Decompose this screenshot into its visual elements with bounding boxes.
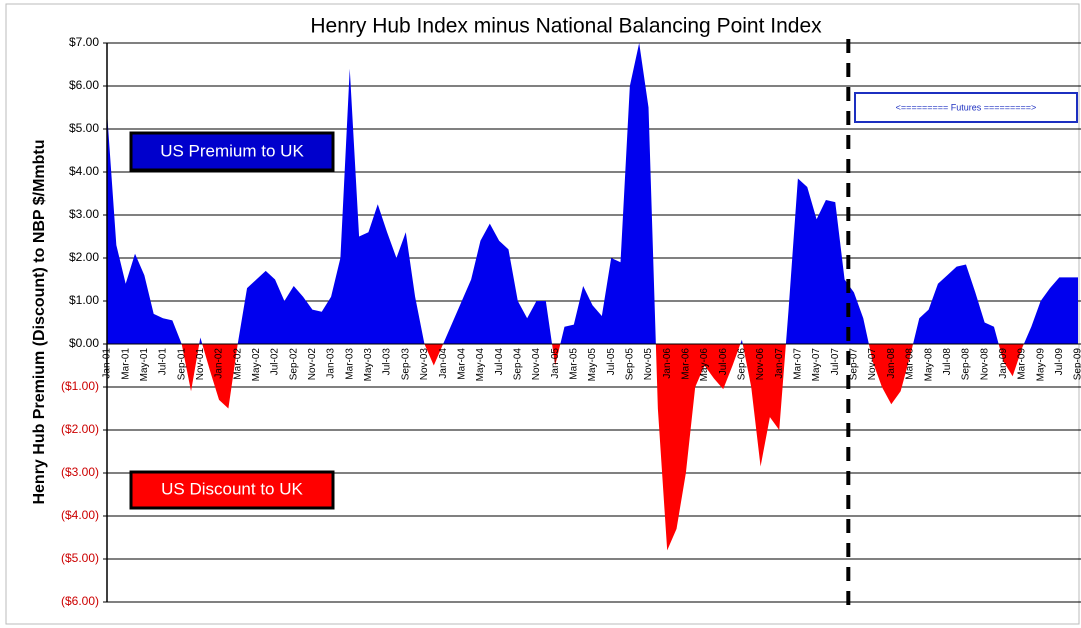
futures-annotation: <========= Futures =========> xyxy=(896,102,1037,112)
y-tick-label: $2.00 xyxy=(69,250,99,264)
x-tick-label: Sep-07 xyxy=(849,348,860,381)
y-tick-label: ($3.00) xyxy=(61,465,99,479)
x-tick-label: May-01 xyxy=(139,348,150,382)
y-tick-label: ($5.00) xyxy=(61,551,99,565)
x-tick-label: Jul-01 xyxy=(158,348,169,376)
x-tick-label: Nov-07 xyxy=(867,348,878,381)
y-tick-label: ($4.00) xyxy=(61,508,99,522)
x-tick-label: Nov-05 xyxy=(643,348,654,381)
x-tick-label: Jan-07 xyxy=(774,348,785,379)
x-tick-label: Mar-02 xyxy=(232,348,243,380)
x-tick-label: Sep-01 xyxy=(176,348,187,381)
x-tick-label: Sep-04 xyxy=(512,348,523,381)
y-tick-label: ($6.00) xyxy=(61,594,99,608)
y-tick-label: $4.00 xyxy=(69,164,99,178)
x-tick-label: May-08 xyxy=(923,348,934,382)
x-tick-label: Jul-08 xyxy=(942,348,953,376)
x-tick-label: Sep-05 xyxy=(624,348,635,381)
y-tick-label: ($1.00) xyxy=(61,379,99,393)
x-tick-label: Jan-04 xyxy=(438,348,449,379)
x-tick-label: Jan-09 xyxy=(998,348,1009,379)
x-tick-label: Jan-08 xyxy=(886,348,897,379)
x-tick-label: Nov-08 xyxy=(979,348,990,381)
x-tick-label: Jul-04 xyxy=(494,348,505,376)
x-tick-label: Mar-09 xyxy=(1017,348,1028,380)
x-tick-label: Mar-03 xyxy=(344,348,355,380)
positive-area xyxy=(107,43,1078,344)
x-tick-label: Mar-01 xyxy=(120,348,131,380)
x-tick-label: Jan-03 xyxy=(326,348,337,379)
x-tick-label: Mar-08 xyxy=(905,348,916,380)
x-tick-label: Nov-02 xyxy=(307,348,318,381)
premium-annotation: US Premium to UK xyxy=(160,141,304,160)
x-tick-label: Mar-04 xyxy=(456,348,467,380)
x-tick-label: Jul-05 xyxy=(606,348,617,376)
x-tick-label: May-03 xyxy=(363,348,374,382)
x-tick-label: Nov-06 xyxy=(755,348,766,381)
x-tick-label: Sep-02 xyxy=(288,348,299,381)
x-tick-label: Jan-02 xyxy=(214,348,225,379)
x-tick-label: Nov-01 xyxy=(195,348,206,381)
y-tick-label: $6.00 xyxy=(69,78,99,92)
x-tick-label: Sep-03 xyxy=(400,348,411,381)
chart-title: Henry Hub Index minus National Balancing… xyxy=(310,15,822,38)
chart-frame xyxy=(5,3,1080,625)
x-tick-label: Jul-03 xyxy=(382,348,393,376)
y-axis-label: Henry Hub Premium (Discount) to NBP $/Mm… xyxy=(31,139,48,504)
x-tick-label: Jul-02 xyxy=(270,348,281,376)
plot-area: $7.00 $6.00 $5.00 $4.00 $3.00 $2.00 $1.00 $0.00… xyxy=(61,35,1081,608)
x-tick-label: May-06 xyxy=(699,348,710,382)
x-tick-label: Jan-05 xyxy=(550,348,561,379)
x-tick-label: Mar-07 xyxy=(793,348,804,380)
x-tick-label: Jan-01 xyxy=(102,348,113,379)
y-tick-label: $7.00 xyxy=(69,35,99,49)
x-tick-label: Sep-09 xyxy=(1073,348,1081,381)
x-tick-label: Nov-04 xyxy=(531,348,542,381)
x-tick-label: Jan-06 xyxy=(662,348,673,379)
x-tick-label: May-04 xyxy=(475,348,486,382)
discount-box xyxy=(129,470,335,510)
x-tick-label: Mar-06 xyxy=(681,348,692,380)
y-tick-label: $0.00 xyxy=(69,336,99,350)
x-tick-label: May-05 xyxy=(587,348,598,382)
x-tick-label: Nov-03 xyxy=(419,348,430,381)
y-tick-label: $1.00 xyxy=(69,293,99,307)
y-tick-label: $5.00 xyxy=(69,121,99,135)
x-tick-label: May-07 xyxy=(811,348,822,382)
x-tick-label: Mar-05 xyxy=(568,348,579,380)
x-tick-label: Sep-08 xyxy=(961,348,972,381)
discount-annotation: US Discount to UK xyxy=(161,479,303,498)
x-tick-label: May-02 xyxy=(251,348,262,382)
x-tick-label: Jul-09 xyxy=(1054,348,1065,376)
x-tick-label: May-09 xyxy=(1035,348,1046,382)
x-tick-label: Sep-06 xyxy=(737,348,748,381)
y-tick-label: $3.00 xyxy=(69,207,99,221)
x-tick-label: Jul-06 xyxy=(718,348,729,376)
x-tick-label: Jul-07 xyxy=(830,348,841,376)
futures-box xyxy=(854,92,1078,123)
premium-box xyxy=(129,131,335,172)
y-tick-label: ($2.00) xyxy=(61,422,99,436)
